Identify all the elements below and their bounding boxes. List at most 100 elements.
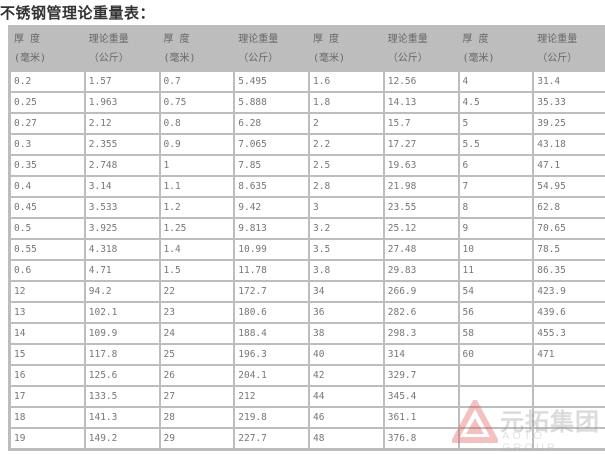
cell-thickness: 22 [160,282,234,301]
cell-thickness: 1.4 [160,240,234,259]
cell-weight: 455.3 [534,324,605,343]
cell-thickness: 1.5 [160,261,234,280]
cell-weight: 9.42 [235,198,308,217]
cell-weight: 11.78 [235,261,308,280]
cell-weight: 212 [235,387,308,406]
cell-weight: 15.7 [384,114,458,133]
cell-thickness: 23 [160,303,234,322]
table-row: 14 109.9 24 188.4 38 298.3 58 455.3 [11,324,605,343]
table-row: 16 125.6 26 204.1 42 329.7 [11,366,605,385]
cell-weight [534,408,605,427]
cell-weight: 12.56 [384,72,458,91]
cell-thickness [459,429,533,448]
header-weight-kg: 理论重量 （公斤） [384,28,458,70]
cell-thickness: 25 [160,345,234,364]
cell-weight: 8.635 [235,177,308,196]
header-weight-kg: 理论重量 （公斤） [235,28,308,70]
cell-thickness: 40 [310,345,383,364]
cell-weight: 19.63 [384,156,458,175]
cell-thickness: 27 [160,387,234,406]
cell-thickness: 46 [310,408,383,427]
cell-thickness: 18 [11,408,84,427]
cell-thickness: 17 [11,387,84,406]
cell-weight: 2.355 [85,135,159,154]
cell-weight: 43.18 [534,135,605,154]
cell-thickness: 58 [459,324,533,343]
cell-weight: 35.33 [534,93,605,112]
cell-weight: 25.12 [384,219,458,238]
cell-thickness: 38 [310,324,383,343]
cell-thickness: 0.6 [11,261,84,280]
cell-weight: 29.83 [384,261,458,280]
cell-thickness [459,366,533,385]
cell-thickness: 13 [11,303,84,322]
cell-weight: 227.7 [235,429,308,448]
cell-thickness: 60 [459,345,533,364]
page-title: 不锈钢管理论重量表： [0,4,156,22]
header-line1: 厚 度 [163,34,190,45]
weight-table: 厚 度 (毫米) 理论重量 （公斤） 厚 度 (毫米) 理论重量 （公斤） 厚 度 (毫米) 理论重… [9,26,605,450]
header-line2: (毫米) [462,53,495,64]
cell-weight: 70.65 [534,219,605,238]
cell-weight: 47.1 [534,156,605,175]
cell-thickness [459,408,533,427]
cell-weight: 2.748 [85,156,159,175]
cell-thickness: 0.9 [160,135,234,154]
cell-weight [534,387,605,406]
cell-weight: 31.4 [534,72,605,91]
cell-weight: 188.4 [235,324,308,343]
cell-weight: 6.28 [235,114,308,133]
cell-weight: 9.813 [235,219,308,238]
cell-weight: 1.963 [85,93,159,112]
cell-weight: 125.6 [85,366,159,385]
cell-thickness: 1.2 [160,198,234,217]
table-row: 0.5 3.925 1.25 9.813 3.2 25.12 9 70.65 [11,219,605,238]
cell-weight: 62.8 [534,198,605,217]
cell-thickness: 0.8 [160,114,234,133]
cell-weight: 5.495 [235,72,308,91]
cell-thickness: 42 [310,366,383,385]
cell-thickness: 3.8 [310,261,383,280]
cell-weight: 4.318 [85,240,159,259]
cell-thickness: 0.27 [11,114,84,133]
header-line2: （公斤） [88,53,129,64]
table-row: 18 141.3 28 219.8 46 361.1 [11,408,605,427]
table-row: 0.27 2.12 0.8 6.28 2 15.7 5 39.25 [11,114,605,133]
cell-thickness: 15 [11,345,84,364]
cell-thickness: 0.3 [11,135,84,154]
cell-thickness: 0.7 [160,72,234,91]
cell-weight: 102.1 [85,303,159,322]
table-row: 13 102.1 23 180.6 36 282.6 56 439.6 [11,303,605,322]
header-line2: (毫米) [14,53,47,64]
cell-weight: 94.2 [85,282,159,301]
cell-weight: 7.065 [235,135,308,154]
cell-weight: 86.35 [534,261,605,280]
cell-weight: 423.9 [534,282,605,301]
cell-thickness: 19 [11,429,84,448]
cell-thickness: 0.4 [11,177,84,196]
cell-thickness: 3 [310,198,383,217]
cell-thickness: 5.5 [459,135,533,154]
header-line1: 厚 度 [14,34,41,45]
header-line2: (毫米) [163,53,196,64]
cell-weight: 3.14 [85,177,159,196]
cell-thickness: 2.8 [310,177,383,196]
cell-weight: 1.57 [85,72,159,91]
cell-thickness: 29 [160,429,234,448]
cell-weight: 23.55 [384,198,458,217]
cell-thickness: 2 [310,114,383,133]
table-row: 0.55 4.318 1.4 10.99 3.5 27.48 10 78.5 [11,240,605,259]
cell-weight: 21.98 [384,177,458,196]
header-line2: （公斤） [537,53,578,64]
cell-weight [534,429,605,448]
cell-weight: 172.7 [235,282,308,301]
header-weight-kg: 理论重量 （公斤） [85,28,159,70]
cell-weight: 39.25 [534,114,605,133]
cell-thickness: 2.2 [310,135,383,154]
table-row: 12 94.2 22 172.7 34 266.9 54 423.9 [11,282,605,301]
cell-weight: 2.12 [85,114,159,133]
header-thickness-mm: 厚 度 (毫米) [160,28,234,70]
cell-weight: 180.6 [235,303,308,322]
cell-weight: 282.6 [384,303,458,322]
cell-thickness: 6 [459,156,533,175]
